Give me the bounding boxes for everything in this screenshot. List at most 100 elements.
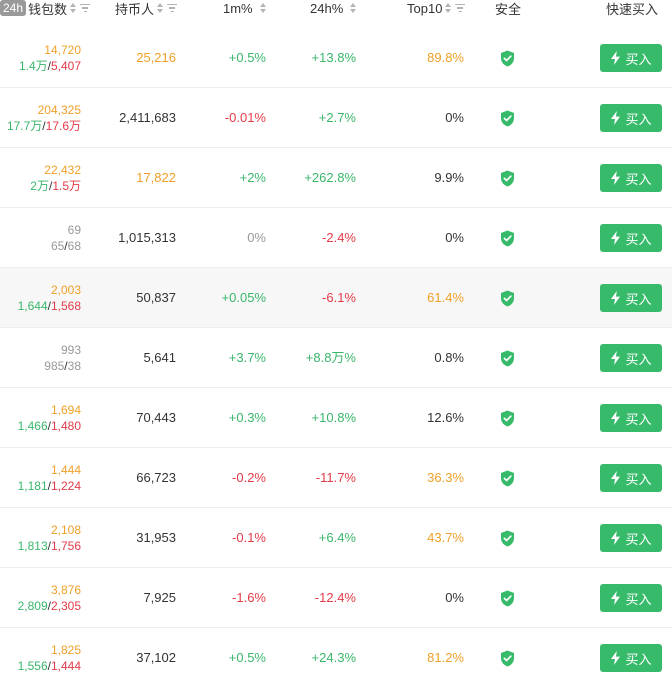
shield-check-icon	[500, 590, 515, 607]
holders-value: 5,641	[143, 350, 176, 365]
table-row[interactable]: 204,325 17.7万/17.6万 2,411,683 -0.01% +2.…	[0, 88, 672, 148]
holders-value: 31,953	[136, 530, 176, 545]
seller-count: 1,756	[50, 539, 81, 553]
wallet-count-cell: 2,108 1,813/1,756	[18, 522, 81, 554]
buy-sell-counts: 1,181/1,224	[18, 478, 81, 494]
wallet-count-cell: 2,003 1,644/1,568	[18, 282, 81, 314]
wallet-count: 1,444	[50, 463, 81, 477]
seller-count: 1.5万	[52, 179, 81, 193]
wallet-count: 2,003	[50, 283, 81, 297]
filter-icon[interactable]	[80, 3, 91, 13]
lightning-icon	[611, 111, 621, 125]
wallets-header-label: 钱包数	[28, 1, 68, 17]
count-separator: /	[47, 299, 51, 313]
wallet-count-cell: 22,432 2万/1.5万	[30, 162, 81, 194]
sort-icon[interactable]	[259, 3, 267, 13]
table-row[interactable]: 1,825 1,556/1,444 37,102 +0.5% +24.3% 81…	[0, 628, 672, 679]
buyer-count: 2万	[30, 179, 49, 193]
holders-value: 37,102	[136, 650, 176, 665]
holders-value: 2,411,683	[119, 110, 176, 125]
wallet-count: 2,108	[50, 523, 81, 537]
safety-header-label: 安全	[495, 1, 522, 17]
filter-icon[interactable]	[455, 3, 466, 13]
buyer-count: 2,809	[17, 599, 48, 613]
table-row[interactable]: 3,876 2,809/2,305 7,925 -1.6% -12.4% 0% …	[0, 568, 672, 628]
count-separator: /	[47, 599, 51, 613]
buyer-count: 1,644	[17, 299, 48, 313]
table-row[interactable]: 2,108 1,813/1,756 31,953 -0.1% +6.4% 43.…	[0, 508, 672, 568]
top10-header[interactable]: Top10	[407, 0, 466, 16]
change-24h-value: +13.8%	[311, 50, 356, 65]
change-24h-header[interactable]: 24h%	[310, 0, 357, 16]
buy-button[interactable]: 买入	[600, 464, 662, 492]
change-1m-value: -1.6%	[232, 590, 266, 605]
change-24h-value: +6.4%	[318, 530, 356, 545]
table-row[interactable]: 14,720 1.4万/5,407 25,216 +0.5% +13.8% 89…	[0, 28, 672, 88]
wallet-count-cell: 3,876 2,809/2,305	[18, 582, 81, 614]
change-1m-value: +0.5%	[228, 50, 266, 65]
table-row[interactable]: 1,444 1,181/1,224 66,723 -0.2% -11.7% 36…	[0, 448, 672, 508]
count-separator: /	[42, 119, 46, 133]
table-row[interactable]: 69 65/68 1,015,313 0% -2.4% 0% 买入	[0, 208, 672, 268]
sort-icon[interactable]	[445, 3, 452, 13]
top10-value: 43.7%	[427, 530, 464, 545]
buyer-count: 1,813	[17, 539, 48, 553]
wallets-header[interactable]: 24h 钱包数	[0, 0, 91, 17]
buy-button[interactable]: 买入	[600, 344, 662, 372]
buy-button[interactable]: 买入	[600, 284, 662, 312]
filter-icon[interactable]	[167, 3, 178, 13]
shield-check-icon	[500, 170, 515, 187]
seller-count: 2,305	[50, 599, 81, 613]
buy-button-label: 买入	[625, 531, 652, 547]
buy-button[interactable]: 买入	[600, 524, 662, 552]
wallet-count: 1,825	[50, 643, 81, 657]
sort-icon[interactable]	[350, 3, 357, 13]
table-header: 24h 钱包数 持币人 1m% 24h% Top10 安全 快速买入	[0, 0, 672, 22]
seller-count: 1,568	[50, 299, 81, 313]
buyer-count: 985	[44, 359, 65, 373]
shield-check-icon	[500, 350, 515, 367]
top10-header-label: Top10	[407, 0, 443, 16]
seller-count: 1,444	[50, 659, 81, 673]
quick-buy-header: 快速买入	[606, 0, 658, 17]
change-24h-value: -12.4%	[314, 590, 356, 605]
table-row[interactable]: 993 985/38 5,641 +3.7% +8.8万% 0.8% 买入	[0, 328, 672, 388]
buy-sell-counts: 65/68	[51, 238, 81, 254]
lightning-icon	[611, 51, 621, 65]
seller-count: 68	[67, 239, 81, 253]
buy-button-label: 买入	[625, 231, 652, 247]
table-row[interactable]: 1,694 1,466/1,480 70,443 +0.3% +10.8% 12…	[0, 388, 672, 448]
change-1m-value: +3.7%	[228, 350, 266, 365]
seller-count: 1,480	[50, 419, 81, 433]
sort-icon[interactable]	[157, 3, 164, 13]
holders-header[interactable]: 持币人	[115, 0, 178, 17]
change-24h-value: +24.3%	[311, 650, 356, 665]
wallet-count-cell: 14,720 1.4万/5,407	[19, 42, 81, 74]
change-24h-value: -6.1%	[322, 290, 356, 305]
top10-value: 0.8%	[434, 350, 464, 365]
buy-button[interactable]: 买入	[600, 644, 662, 672]
buy-button[interactable]: 买入	[600, 104, 662, 132]
change-1m-header[interactable]: 1m%	[223, 0, 267, 16]
change-1m-header-label: 1m%	[223, 0, 253, 16]
buy-button[interactable]: 买入	[600, 584, 662, 612]
buy-button[interactable]: 买入	[600, 404, 662, 432]
sort-icon[interactable]	[70, 3, 77, 13]
lightning-icon	[611, 231, 621, 245]
wallet-count-cell: 1,694 1,466/1,480	[18, 402, 81, 434]
buy-button[interactable]: 买入	[600, 164, 662, 192]
shield-check-icon	[500, 230, 515, 247]
buyer-count: 1,181	[17, 479, 48, 493]
table-row[interactable]: 22,432 2万/1.5万 17,822 +2% +262.8% 9.9% 买…	[0, 148, 672, 208]
buy-button[interactable]: 买入	[600, 44, 662, 72]
wallet-count-cell: 1,825 1,556/1,444	[18, 642, 81, 674]
wallet-count-cell: 1,444 1,181/1,224	[18, 462, 81, 494]
wallet-count: 204,325	[37, 103, 81, 117]
timeframe-badge[interactable]: 24h	[0, 0, 27, 16]
count-separator: /	[47, 659, 51, 673]
buy-button[interactable]: 买入	[600, 224, 662, 252]
count-separator: /	[47, 479, 51, 493]
buy-button-label: 买入	[625, 411, 652, 427]
lightning-icon	[611, 351, 621, 365]
table-row[interactable]: 2,003 1,644/1,568 50,837 +0.05% -6.1% 61…	[0, 268, 672, 328]
